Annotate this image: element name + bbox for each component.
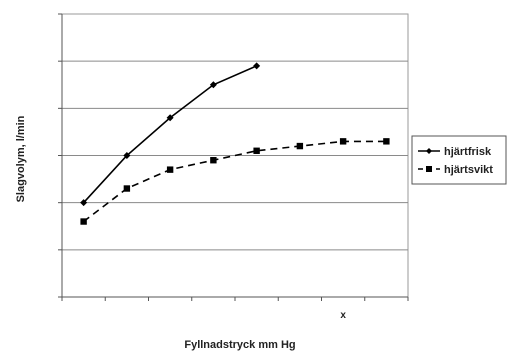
series-2: [80, 138, 390, 225]
series-2-point: [123, 185, 131, 192]
series-1-point: [209, 81, 217, 89]
series-1-point: [123, 152, 131, 159]
legend-item-hjartsvikt: hjärtsvikt: [418, 164, 493, 176]
grid: [62, 60, 408, 251]
series-2-point: [166, 166, 174, 173]
legend: hjärtfrisk hjärtsvikt: [411, 135, 507, 185]
legend-marker-hjartfrisk: [426, 148, 432, 154]
series-1-point: [80, 199, 88, 207]
series-2-point: [80, 218, 87, 225]
series-2-point: [339, 138, 347, 145]
legend-marker-hjartsvikt: [426, 166, 432, 172]
series-2-point: [210, 157, 217, 164]
series-1-point: [166, 114, 174, 122]
series-2-point: [383, 138, 390, 145]
series-2-line: [83, 140, 387, 223]
legend-label-hjartsvikt: hjärtsvikt: [444, 164, 493, 176]
y-axis-label: Slagvolym, l/min: [15, 115, 27, 202]
legend-label-hjartfrisk: hjärtfrisk: [444, 146, 492, 158]
annotation-label: x: [340, 310, 346, 321]
series-1: [80, 62, 261, 207]
legend-box: [411, 135, 507, 185]
series-layer: [80, 62, 390, 225]
annotations: x: [340, 310, 346, 321]
axes: [58, 13, 409, 301]
series-1-point: [253, 62, 261, 70]
series-2-point: [253, 147, 260, 154]
legend-item-hjartfrisk: hjärtfrisk: [418, 146, 492, 158]
series-2-point: [296, 142, 304, 150]
x-axis-label: Fyllnadstryck mm Hg: [184, 339, 295, 351]
